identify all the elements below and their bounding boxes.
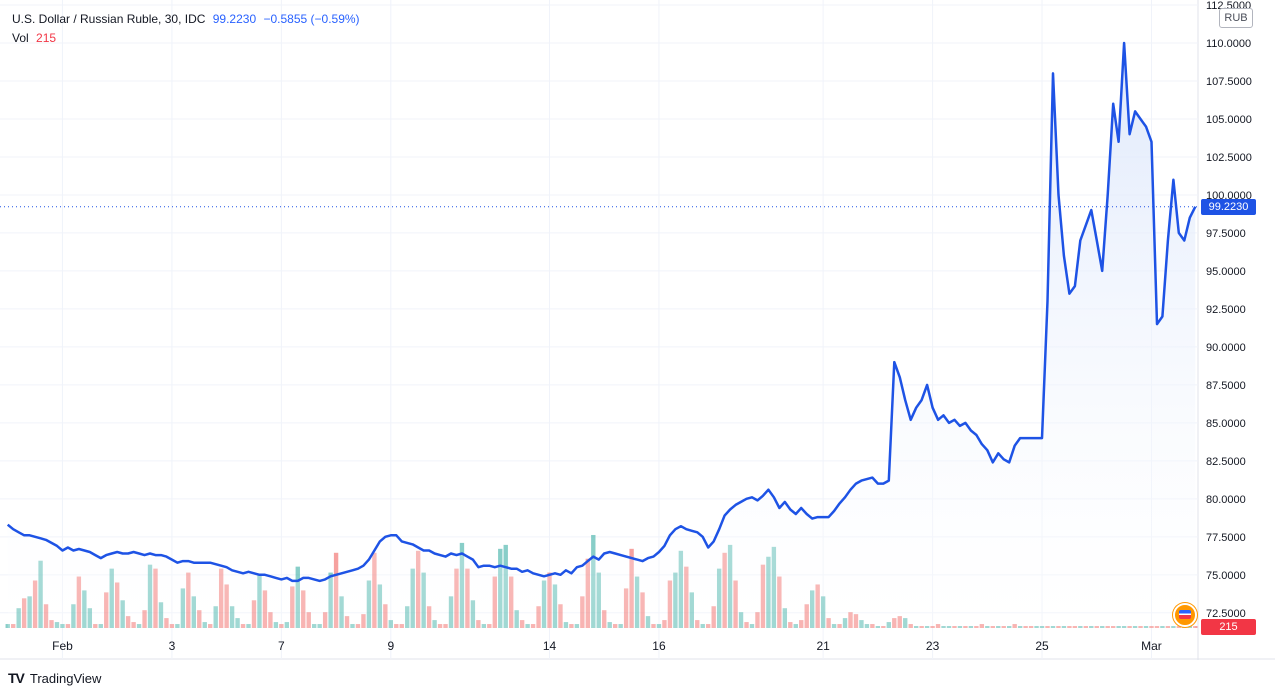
price-change-value: −0.5855 (−0.59%) bbox=[263, 12, 360, 26]
tradingview-logo-icon: TV bbox=[8, 670, 25, 686]
y-tick-label: 92.5000 bbox=[1206, 304, 1246, 316]
y-tick-label: 85.0000 bbox=[1206, 418, 1246, 430]
x-tick-label: 21 bbox=[816, 639, 830, 653]
price-area bbox=[0, 41, 1198, 628]
chart-legend: U.S. Dollar / Russian Ruble, 30, IDC 99.… bbox=[12, 10, 360, 48]
last-price-value: 99.2230 bbox=[212, 12, 257, 26]
x-tick-label: 16 bbox=[652, 639, 666, 653]
y-tick-label: 80.0000 bbox=[1206, 494, 1246, 506]
x-tick-label: Feb bbox=[52, 639, 73, 653]
brand-name: TradingView bbox=[29, 670, 102, 686]
x-tick-label: Mar bbox=[1141, 639, 1162, 653]
x-tick-label: 25 bbox=[1035, 639, 1049, 653]
y-tick-label: 72.5000 bbox=[1206, 608, 1246, 620]
y-tick-label: 75.0000 bbox=[1206, 570, 1246, 582]
volume-value: 215 bbox=[36, 31, 57, 45]
x-tick-label: 3 bbox=[169, 639, 176, 653]
x-tick-label: 14 bbox=[543, 639, 557, 653]
x-tick-label: 9 bbox=[387, 639, 394, 653]
legend-volume-row: Vol 215 bbox=[12, 29, 360, 48]
volume-label[interactable]: Vol bbox=[12, 31, 29, 45]
currency-badge[interactable]: RUB bbox=[1219, 8, 1253, 28]
price-area-fill bbox=[7, 43, 1196, 628]
y-tick-label: 110.0000 bbox=[1206, 38, 1251, 50]
y-tick-label: 87.5000 bbox=[1206, 380, 1246, 392]
legend-symbol-row: U.S. Dollar / Russian Ruble, 30, IDC 99.… bbox=[12, 10, 360, 29]
brand-footer[interactable]: TV TradingView bbox=[8, 670, 101, 686]
price-line bbox=[6, 41, 1197, 583]
x-tick-label: 7 bbox=[278, 639, 285, 653]
y-tick-label: 107.5000 bbox=[1206, 76, 1252, 88]
y-tick-label: 105.0000 bbox=[1206, 114, 1252, 126]
y-tick-label: 90.0000 bbox=[1206, 342, 1246, 354]
x-tick-label: 23 bbox=[926, 639, 940, 653]
volume-tag: 215 bbox=[1201, 619, 1256, 635]
price-axis: 72.5000 75.0000 77.5000 80.0000 82.5000 85.00… bbox=[1206, 0, 1252, 620]
symbol-title[interactable]: U.S. Dollar / Russian Ruble, 30, IDC bbox=[12, 12, 206, 26]
y-tick-label: 82.5000 bbox=[1206, 456, 1246, 468]
time-axis: Feb 3 7 9 14 16 21 23 25 Mar bbox=[52, 639, 1162, 653]
last-price-tag: 99.2230 bbox=[1201, 198, 1256, 215]
y-tick-label: 102.5000 bbox=[1206, 152, 1252, 164]
y-tick-label: 95.0000 bbox=[1206, 266, 1246, 278]
y-tick-label: 77.5000 bbox=[1206, 532, 1246, 544]
y-tick-label: 97.5000 bbox=[1206, 228, 1246, 240]
us-flag-event-icon[interactable] bbox=[1173, 603, 1197, 627]
